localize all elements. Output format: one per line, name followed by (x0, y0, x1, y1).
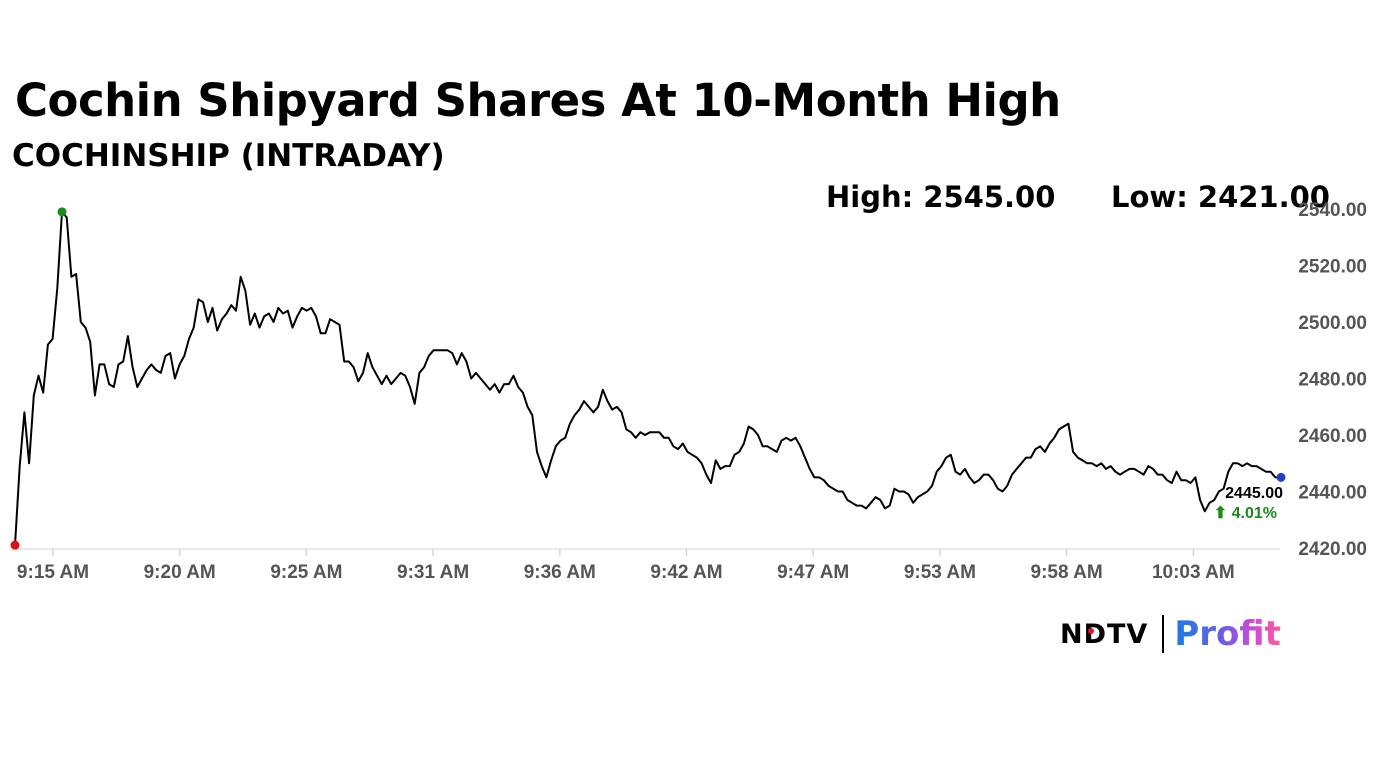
x-tick-label: 9:15 AM (17, 562, 89, 583)
high-marker (57, 207, 67, 217)
ndtv-profit-logo: NDTV Profit (1060, 612, 1281, 656)
y-tick-label: 2480.00 (1298, 370, 1367, 391)
x-tick-label: 10:03 AM (1152, 562, 1235, 583)
price-chart: 2540.00 2520.00 2500.00 2480.00 2460.00 2440.… (10, 200, 1367, 583)
low-marker (10, 540, 20, 550)
low-label: Low: 2421.00 (1111, 180, 1330, 214)
logo-dot-icon (1088, 628, 1094, 634)
chart-title: Cochin Shipyard Shares At 10-Month High (15, 74, 1061, 127)
x-tick-label: 9:25 AM (270, 562, 342, 583)
price-line (14, 210, 1280, 546)
x-tick-label: 9:47 AM (777, 562, 849, 583)
logo-brand: NDTV (1060, 618, 1149, 650)
chart-subtitle: COCHINSHIP (INTRADAY) (12, 138, 445, 174)
y-tick-label: 2420.00 (1298, 539, 1367, 560)
x-tick-label: 9:53 AM (904, 562, 976, 583)
markers (10, 207, 1286, 550)
x-tick-label: 9:36 AM (524, 562, 596, 583)
logo-product: Profit (1174, 614, 1281, 654)
x-tick-label: 9:42 AM (650, 562, 722, 583)
high-label: High: 2545.00 (826, 180, 1056, 214)
x-axis: 9:15 AM 9:20 AM 9:25 AM 9:31 AM 9:36 AM 9:42 … (17, 549, 1235, 583)
logo-divider (1162, 615, 1165, 653)
y-tick-label: 2540.00 (1298, 200, 1367, 221)
x-tick-label: 9:31 AM (397, 562, 469, 583)
y-axis: 2540.00 2520.00 2500.00 2480.00 2460.00 2440.… (1298, 200, 1367, 560)
y-tick-label: 2500.00 (1298, 313, 1367, 334)
change-label: ⬆ 4.01% (1214, 505, 1277, 522)
last-price-label: 2445.00 (1225, 485, 1283, 502)
y-tick-label: 2460.00 (1298, 426, 1367, 447)
x-tick-label: 9:58 AM (1031, 562, 1103, 583)
y-tick-label: 2440.00 (1298, 483, 1367, 504)
y-tick-label: 2520.00 (1298, 257, 1367, 278)
last-price-marker (1276, 472, 1286, 482)
x-tick-label: 9:20 AM (144, 562, 216, 583)
